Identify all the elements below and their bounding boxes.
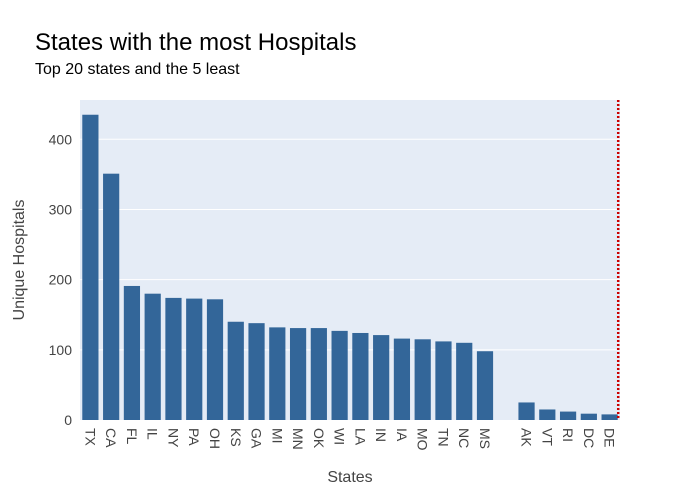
- bar-la[interactable]: [352, 332, 369, 420]
- x-tick-label-il: IL: [145, 428, 161, 440]
- y-tick-label: 400: [49, 131, 73, 147]
- x-tick-label-tn: TN: [435, 428, 451, 447]
- bar-wi[interactable]: [331, 330, 348, 420]
- x-tick-label-ms: MS: [477, 428, 493, 449]
- x-tick-label-mo: MO: [415, 428, 431, 451]
- bar-fl[interactable]: [123, 285, 141, 420]
- bars: [82, 114, 618, 420]
- bar-ks[interactable]: [227, 321, 244, 420]
- x-tick-label-oh: OH: [207, 428, 223, 449]
- x-axis-ticks: TX CA FL IL NY PA OH KS GA MI MN OK WI LA IN IA MO TN NC MS…: [82, 428, 617, 451]
- y-axis-ticks: 0 100 200 300 400: [49, 131, 73, 428]
- bar-de[interactable]: [601, 414, 618, 420]
- bar-ca[interactable]: [103, 173, 120, 420]
- x-tick-label-ri: RI: [560, 428, 576, 442]
- bar-mi[interactable]: [269, 327, 286, 420]
- y-tick-label: 300: [49, 201, 73, 217]
- x-tick-label-ga: GA: [249, 428, 265, 449]
- bar-vt[interactable]: [539, 409, 556, 420]
- bar-mn[interactable]: [289, 328, 307, 420]
- x-tick-label-de: DE: [602, 428, 618, 447]
- bar-nc[interactable]: [456, 342, 473, 420]
- x-tick-label-pa: PA: [186, 428, 202, 446]
- y-tick-label: 0: [64, 412, 72, 428]
- bar-oh[interactable]: [206, 299, 224, 420]
- chart-subtitle: Top 20 states and the 5 least: [35, 61, 240, 78]
- y-tick-label: 200: [49, 272, 73, 288]
- bar-ok[interactable]: [310, 328, 327, 420]
- gridlines: [80, 138, 620, 351]
- bar-ga[interactable]: [248, 323, 265, 420]
- bar-ms[interactable]: [476, 351, 494, 420]
- x-tick-label-ok: OK: [311, 428, 327, 449]
- x-tick-label-vt: VT: [539, 428, 555, 446]
- bar-tn[interactable]: [435, 341, 452, 420]
- bar-ny[interactable]: [165, 297, 182, 420]
- bar-in[interactable]: [373, 335, 390, 420]
- x-tick-label-mi: MI: [269, 428, 285, 444]
- bar-il[interactable]: [144, 293, 161, 420]
- bar-dc[interactable]: [580, 413, 597, 420]
- bar-ak[interactable]: [518, 402, 535, 420]
- plot-area: [80, 100, 620, 420]
- x-tick-label-nc: NC: [456, 428, 472, 448]
- x-axis-title: States: [327, 469, 372, 486]
- x-tick-label-ny: NY: [165, 428, 181, 448]
- x-tick-label-tx: TX: [82, 428, 98, 447]
- bar-mo[interactable]: [414, 339, 431, 420]
- x-tick-label-ia: IA: [394, 428, 410, 442]
- x-tick-label-ca: CA: [103, 428, 119, 448]
- bar-tx[interactable]: [82, 114, 99, 420]
- x-tick-label-dc: DC: [581, 428, 597, 448]
- x-tick-label-wi: WI: [332, 428, 348, 445]
- x-tick-label-ak: AK: [519, 428, 535, 447]
- x-tick-label-fl: FL: [124, 428, 140, 445]
- x-tick-label-in: IN: [373, 428, 389, 442]
- y-axis-title: Unique Hospitals: [11, 200, 28, 321]
- bar-pa[interactable]: [186, 298, 203, 420]
- chart-title: States with the most Hospitals: [35, 29, 356, 56]
- x-tick-label-ks: KS: [228, 428, 244, 447]
- bar-ri[interactable]: [559, 411, 577, 420]
- y-tick-label: 100: [49, 342, 73, 358]
- bar-ia[interactable]: [393, 338, 411, 420]
- x-tick-label-la: LA: [352, 428, 368, 446]
- x-tick-label-mn: MN: [290, 428, 306, 450]
